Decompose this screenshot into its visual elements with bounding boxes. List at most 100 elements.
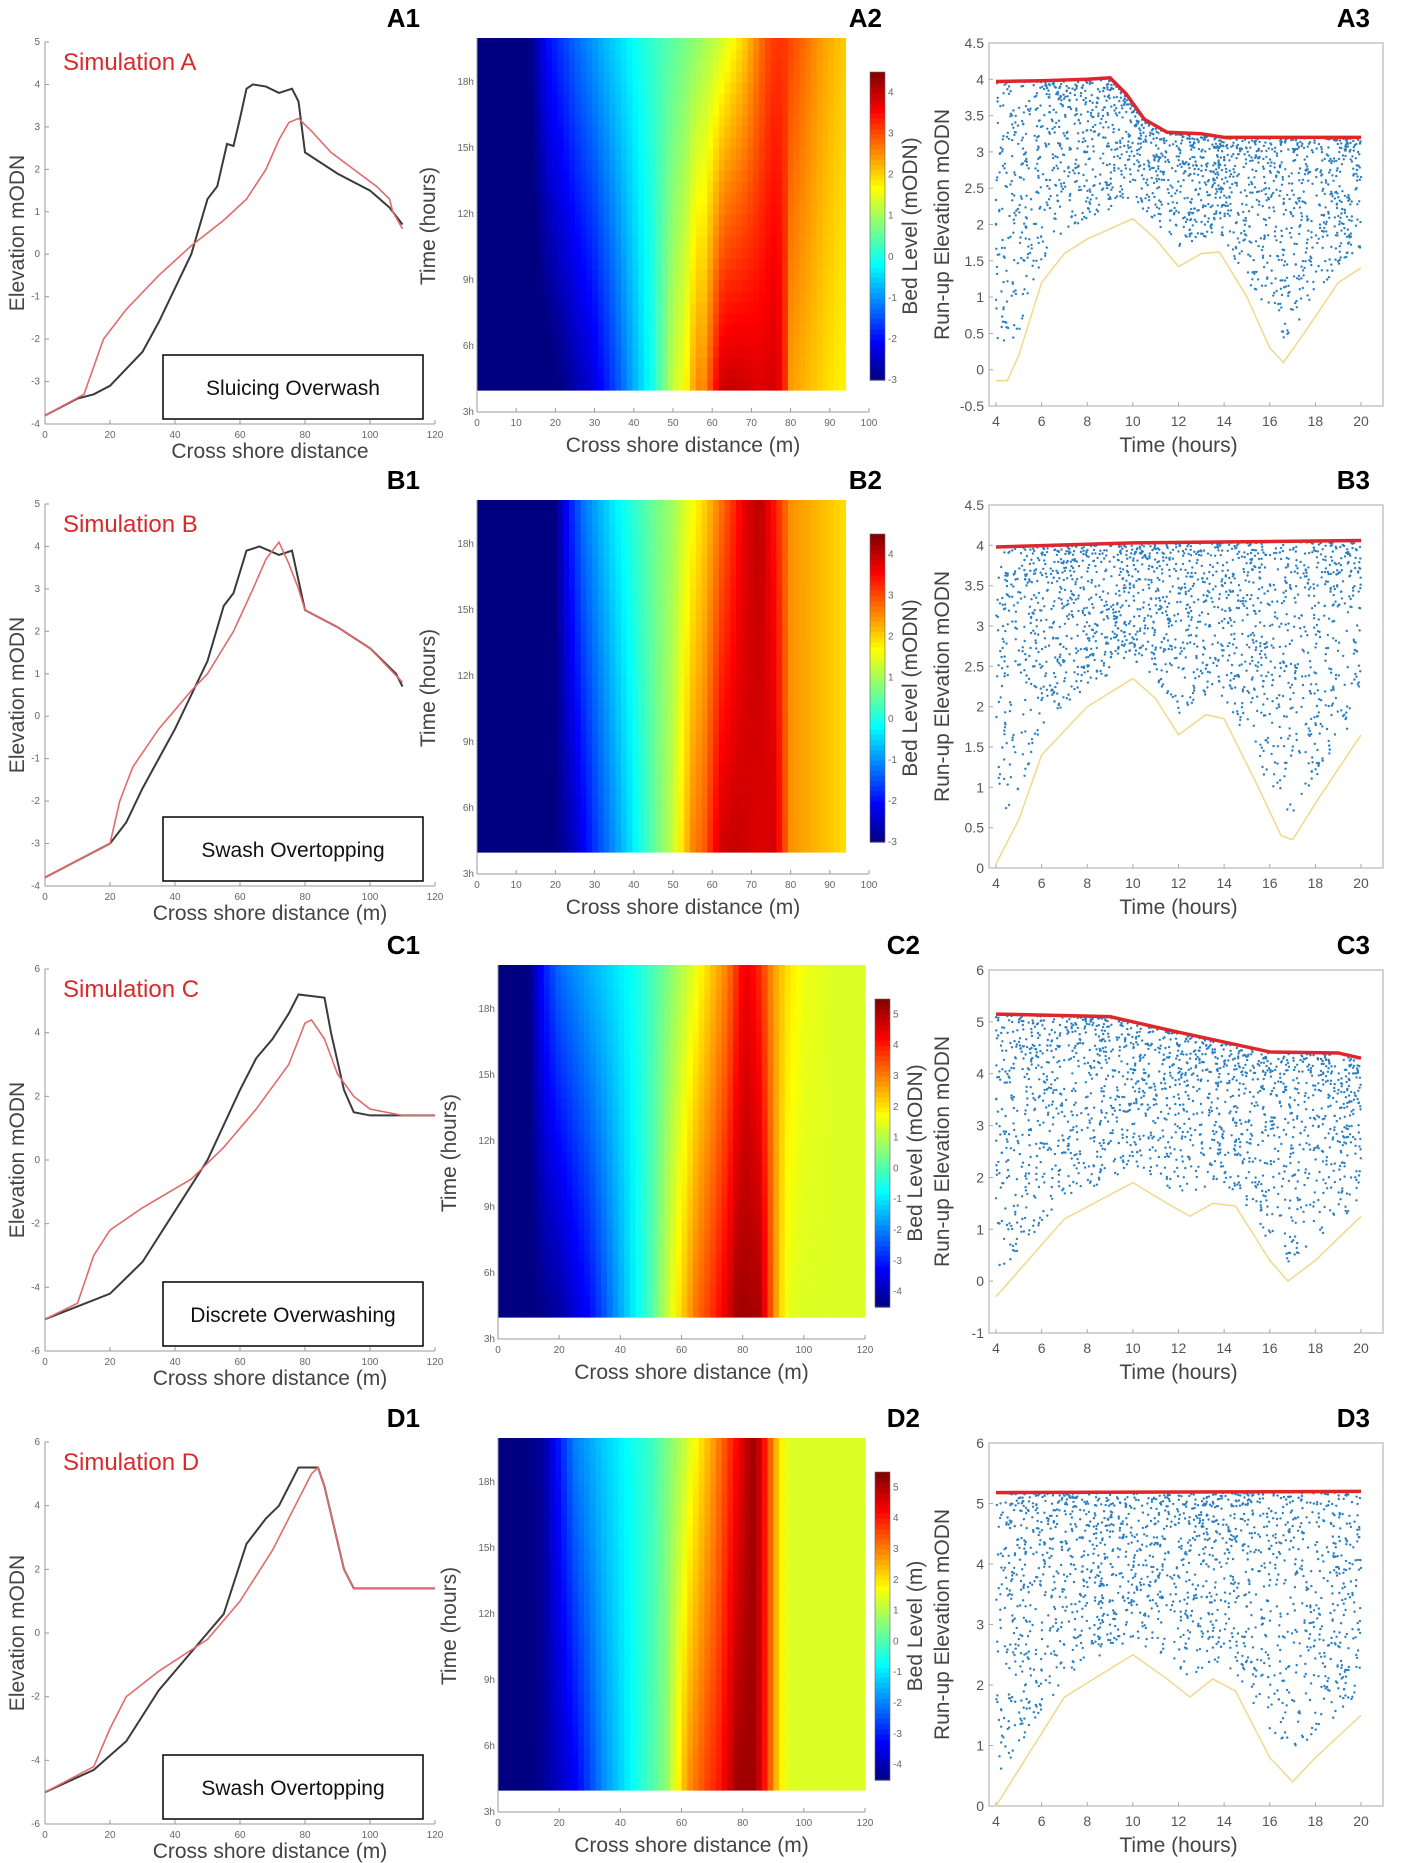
heatmap-cell [523, 830, 530, 842]
heatmap-cell [609, 533, 616, 545]
runup-point [1016, 262, 1019, 265]
heatmap-cell [546, 181, 553, 193]
heatmap-cell [805, 159, 812, 171]
heatmap-cell [494, 511, 501, 523]
x-tick-label: 60 [234, 892, 246, 903]
heatmap-cell [482, 555, 490, 567]
runup-point [1194, 160, 1197, 163]
y-tick-label: 1.5 [965, 253, 985, 269]
heatmap-cell [626, 731, 634, 743]
runup-point [1234, 221, 1238, 225]
heatmap-cell [701, 291, 708, 303]
runup-point [1210, 231, 1214, 234]
heatmap-cell [655, 302, 662, 314]
heatmap-cell [649, 71, 657, 83]
heatmap-cell [718, 159, 726, 171]
heatmap-cell [718, 60, 726, 72]
heatmap-cell [603, 93, 611, 105]
runup-point [1019, 195, 1023, 198]
heatmap-cell [546, 511, 553, 523]
heatmap-cell [816, 104, 824, 116]
runup-point [1249, 146, 1252, 149]
runup-point [1086, 145, 1089, 148]
heatmap-cell [517, 676, 524, 688]
heatmap-cell [574, 324, 582, 336]
heatmap-cell [546, 621, 553, 633]
heatmap-cell [488, 38, 495, 50]
runup-point [1235, 247, 1238, 250]
runup-point [1157, 178, 1161, 181]
runup-point [1159, 170, 1162, 173]
heatmap-cell [741, 313, 749, 325]
heatmap-cell [684, 324, 691, 336]
runup-point [1050, 118, 1053, 121]
heatmap-cell [615, 335, 622, 347]
heatmap-cell [718, 49, 726, 61]
heatmap-cell [523, 643, 530, 655]
runup-point [1235, 138, 1238, 141]
runup-point [1157, 167, 1160, 170]
heatmap-cell [523, 181, 530, 193]
heatmap-cell [569, 511, 576, 523]
runup-point [1254, 139, 1258, 142]
runup-point [1273, 235, 1277, 238]
runup-point [1223, 158, 1226, 161]
runup-point [1119, 185, 1122, 188]
runup-point [1258, 203, 1261, 206]
heatmap-cell [523, 346, 530, 358]
heatmap-cell [546, 632, 553, 644]
heatmap-cell [684, 126, 691, 138]
runup-point [1147, 199, 1151, 202]
runup-point [1149, 131, 1152, 134]
runup-point [1188, 166, 1191, 170]
heatmap-cell [833, 280, 841, 292]
heatmap-cell [736, 82, 743, 94]
heatmap-cell [609, 258, 616, 270]
colorbar-cell [870, 261, 885, 268]
chart-a2: 0 10 20 30 40 50 60 70 80 90 1003h6h9h12h15h18h-3-… [417, 3, 922, 457]
runup-point [1343, 226, 1346, 230]
heatmap-cell [667, 379, 674, 391]
heatmap-cell [494, 764, 501, 776]
heatmap-cell [603, 225, 611, 237]
heatmap-cell [580, 159, 587, 171]
heatmap-cell [557, 632, 564, 644]
heatmap-cell [505, 610, 513, 622]
heatmap-cell [713, 258, 720, 270]
runup-point [1347, 235, 1351, 238]
heatmap-cell [695, 148, 703, 160]
heatmap-cell [776, 38, 783, 50]
heatmap-cell [500, 808, 507, 820]
heatmap-cell [724, 324, 731, 336]
heatmap-cell [551, 621, 559, 633]
heatmap-cell [500, 60, 507, 72]
heatmap-cell [701, 324, 708, 336]
heatmap-cell [690, 225, 697, 237]
heatmap-cell [684, 115, 691, 127]
heatmap-cell [822, 368, 829, 380]
heatmap-cell [574, 709, 582, 721]
heatmap-cell [603, 764, 611, 776]
heatmap-cell [747, 104, 754, 116]
heatmap-cell [667, 159, 674, 171]
heatmap-cell [597, 775, 605, 787]
heatmap-cell [661, 93, 668, 105]
heatmap-cell [810, 335, 818, 347]
heatmap-cell [741, 335, 749, 347]
heatmap-cell [494, 258, 501, 270]
heatmap-cell [477, 324, 484, 336]
colorbar-cell [870, 220, 885, 227]
heatmap-cell [632, 335, 639, 347]
heatmap-cell [638, 236, 645, 248]
heatmap-cell [776, 236, 783, 248]
heatmap-cell [805, 71, 812, 83]
heatmap-cell [494, 368, 501, 380]
heatmap-cell [500, 181, 507, 193]
heatmap-cell [695, 258, 703, 270]
runup-point [1270, 161, 1273, 164]
heatmap-cell [586, 533, 593, 545]
heatmap-cell [546, 159, 553, 171]
runup-point [1024, 206, 1027, 209]
heatmap-cell [517, 236, 524, 248]
runup-point [1267, 301, 1270, 304]
